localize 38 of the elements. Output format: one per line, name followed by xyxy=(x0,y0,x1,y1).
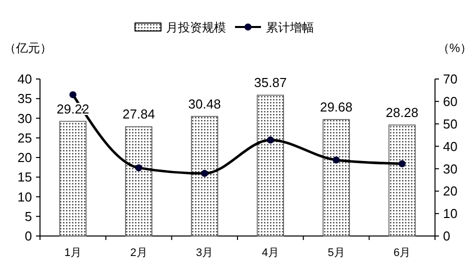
legend-label: 累计增幅 xyxy=(266,20,314,35)
y-tick-label: 35 xyxy=(18,91,32,106)
bar xyxy=(256,94,284,236)
y2-tick-label: 40 xyxy=(443,138,458,154)
data-label: 35.87 xyxy=(254,75,287,90)
y2-tick-label: 50 xyxy=(443,116,458,132)
y-axis-title: （亿元） xyxy=(4,41,52,55)
x-tick-label: 1月 xyxy=(64,247,82,259)
bar xyxy=(59,120,86,236)
y2-tick-label: 20 xyxy=(443,184,458,199)
bar xyxy=(322,119,350,236)
y2-tick-label: 60 xyxy=(443,94,458,109)
y2-tick-label: 0 xyxy=(443,228,450,244)
x-tick-label: 6月 xyxy=(394,247,411,259)
y-tick-label: 20 xyxy=(18,150,32,166)
legend-label: 月投资规模 xyxy=(166,20,226,35)
data-label: 30.48 xyxy=(188,96,221,112)
x-tick-label: 5月 xyxy=(328,247,345,259)
y-tick-label: 40 xyxy=(18,72,32,87)
data-label: 27.84 xyxy=(122,106,156,122)
bar xyxy=(388,124,416,236)
y-tick-label: 5 xyxy=(24,208,32,224)
y-tick-label: 0 xyxy=(24,228,32,244)
data-label: 28.28 xyxy=(386,105,418,120)
x-tick-label: 3月 xyxy=(196,247,214,259)
y2-tick-label: 10 xyxy=(443,206,458,222)
y-tick-label: 10 xyxy=(18,189,32,204)
data-label: 29.68 xyxy=(320,100,353,115)
y-tick-label: 25 xyxy=(18,130,32,146)
y-tick-label: 15 xyxy=(18,170,32,185)
bar xyxy=(191,116,218,236)
y-tick-label: 30 xyxy=(18,110,32,126)
x-tick-label: 2月 xyxy=(130,247,148,259)
y2-axis-title: （%） xyxy=(437,41,472,55)
x-tick-label: 4月 xyxy=(262,247,279,259)
y2-tick-label: 70 xyxy=(443,72,458,87)
y2-tick-label: 30 xyxy=(443,161,458,176)
bar xyxy=(125,126,152,236)
